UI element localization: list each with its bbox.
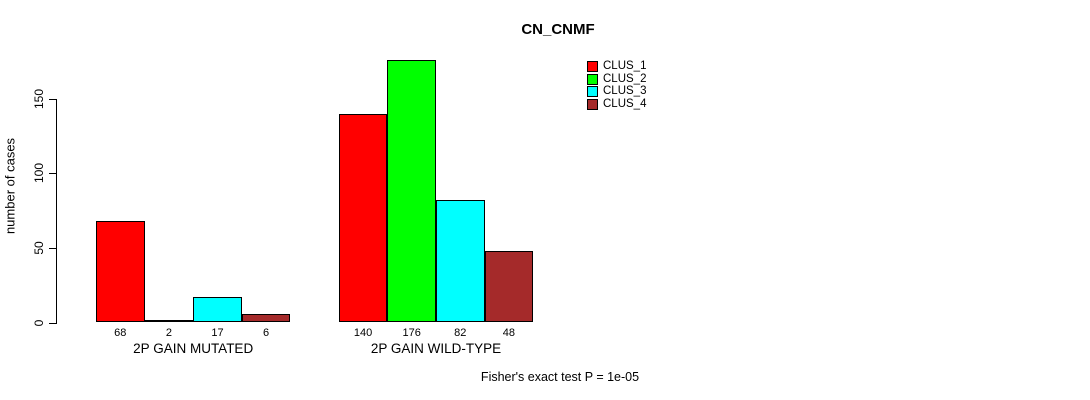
bar-clus_3-1 (193, 297, 242, 323)
y-axis-tick (48, 98, 56, 100)
legend: CLUS_1 CLUS_2 CLUS_3 CLUS_4 (587, 60, 647, 111)
y-axis-tick-label: 100 (32, 163, 46, 184)
bar-value-label: 2 (165, 326, 172, 339)
bar-value-label: 48 (502, 326, 516, 339)
category-label: 2P GAIN WILD-TYPE (370, 340, 502, 356)
fisher-test-annotation: Fisher's exact test P = 1e-05 (480, 370, 640, 384)
legend-label: CLUS_4 (603, 97, 647, 110)
bar-value-label: 17 (211, 326, 224, 339)
bar-clus_4-2 (484, 250, 534, 323)
legend-swatch-icon (587, 61, 598, 72)
y-axis-label: number of cases (2, 137, 18, 235)
y-axis-tick (48, 247, 56, 249)
y-axis-tick-label: 0 (32, 319, 46, 326)
bar-value-label: 6 (263, 326, 270, 339)
legend-label: CLUS_2 (603, 72, 647, 85)
legend-row-clus_3: CLUS_3 (587, 85, 647, 97)
bar-value-label: 82 (454, 326, 467, 339)
bar-clus_2-1 (144, 319, 194, 323)
y-axis-tick (48, 173, 56, 175)
bar-clus_3-2 (436, 200, 485, 323)
bar-value-label: 140 (353, 326, 373, 339)
bar-clus_4-1 (241, 313, 291, 323)
bar-value-label: 176 (402, 326, 421, 339)
legend-swatch-icon (587, 73, 598, 85)
legend-label: CLUS_1 (603, 60, 647, 72)
legend-row-clus_2: CLUS_2 (587, 72, 647, 85)
legend-row-clus_4: CLUS_4 (587, 97, 647, 110)
bar-clus_1-1 (96, 221, 145, 323)
category-label: 2P GAIN MUTATED (133, 340, 254, 356)
y-axis-tick-label: 50 (32, 241, 46, 255)
y-axis-tick (48, 322, 56, 324)
y-axis-line (55, 98, 57, 324)
legend-row-clus_1: CLUS_1 (587, 60, 647, 72)
legend-label: CLUS_3 (603, 85, 647, 97)
legend-swatch-icon (587, 86, 598, 97)
y-axis-tick-label: 150 (32, 88, 46, 109)
bar-clus_2-2 (387, 59, 436, 323)
bar-clus_1-2 (338, 113, 388, 323)
legend-swatch-icon (587, 98, 598, 110)
chart-title: CN_CNMF (521, 21, 595, 38)
bar-value-label: 68 (114, 326, 127, 339)
